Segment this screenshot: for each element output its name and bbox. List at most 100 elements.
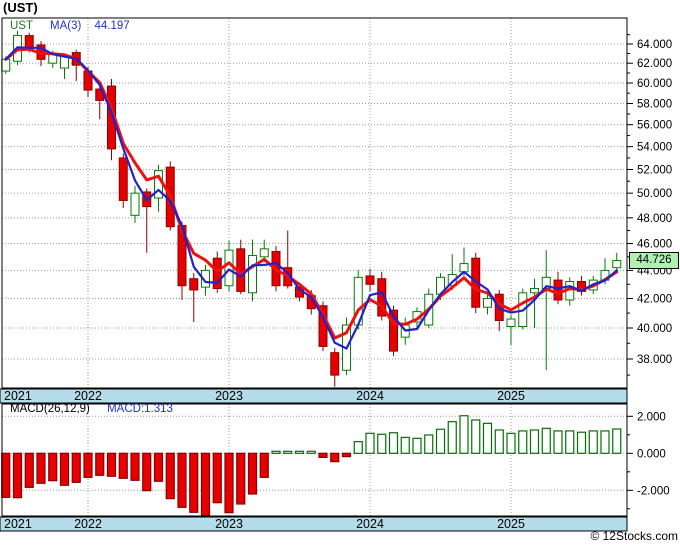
candle-body — [224, 249, 234, 287]
macd-bar — [177, 452, 187, 508]
macd-bar — [518, 430, 528, 454]
ma-value-label: 44.197 — [94, 20, 130, 32]
candle-body — [365, 275, 375, 285]
macd-bar — [294, 450, 305, 454]
candle-body — [330, 352, 340, 376]
macd-bar — [36, 452, 46, 484]
macd-bar — [12, 452, 23, 499]
candle-body — [506, 318, 516, 327]
macd-bar — [529, 429, 540, 454]
price-axis-label: 42.000 — [637, 294, 672, 306]
candle-body — [612, 260, 622, 269]
macd-bar — [494, 429, 504, 454]
year-label: 2021 — [4, 517, 32, 531]
macd-bar — [600, 430, 610, 454]
price-axis-label: 38.000 — [637, 354, 672, 366]
year-label: 2025 — [497, 517, 525, 531]
year-label: 2022 — [74, 389, 102, 403]
macd-bar — [130, 452, 140, 481]
macd-bar — [377, 433, 387, 454]
price-axis-label: 50.000 — [637, 188, 672, 200]
macd-bar — [95, 452, 105, 476]
macd-bar — [247, 452, 258, 495]
candle-body — [377, 278, 387, 317]
symbol-label: UST — [10, 20, 33, 32]
macd-bar — [283, 450, 293, 454]
price-legend: UST MA(3) 44.197 — [10, 20, 130, 32]
macd-bar — [236, 452, 246, 505]
macd-bar — [306, 450, 316, 454]
last-price-badge: 44.726 — [629, 252, 679, 269]
macd-axis-label: 2.000 — [637, 411, 666, 423]
macd-bar — [330, 452, 340, 463]
macd-bar — [612, 428, 622, 454]
macd-bar — [153, 452, 164, 482]
macd-bar — [482, 422, 493, 454]
macd-axis-label: 0.000 — [637, 448, 666, 460]
macd-bar — [189, 452, 199, 513]
year-label: 2025 — [497, 389, 525, 403]
candle-body — [530, 288, 539, 294]
macd-bar — [259, 452, 269, 478]
macd-plot-border — [1, 403, 628, 517]
year-label: 2021 — [4, 389, 32, 403]
page-title: (UST) — [3, 0, 38, 15]
macd-bar — [506, 432, 516, 454]
candle-body — [118, 157, 128, 201]
candle-body — [259, 248, 269, 258]
ma-period-label: MA(3) — [50, 20, 82, 32]
macd-bar — [459, 415, 469, 454]
candle-body — [201, 269, 210, 288]
candle-body — [1, 58, 11, 72]
macd-bar — [424, 434, 434, 454]
macd-bar — [83, 452, 93, 478]
macd-legend: MACD(26,12,9) MACD:1.313 — [10, 403, 173, 415]
macd-bar — [165, 452, 175, 500]
macd-bar — [365, 432, 375, 454]
macd-bar — [118, 452, 128, 479]
macd-bar — [565, 430, 575, 454]
macd-bar — [142, 452, 152, 492]
price-axis-label: 64.000 — [637, 39, 672, 51]
macd-bar — [588, 430, 598, 454]
macd-axis-label: -2.000 — [637, 485, 670, 497]
price-axis-label: 56.000 — [637, 120, 672, 132]
macd-bar — [388, 432, 399, 454]
price-axis-label: 58.000 — [637, 98, 672, 110]
macd-bar — [224, 452, 234, 514]
macd-bar — [353, 441, 363, 454]
macd-bar — [447, 421, 457, 454]
price-axis-label: 40.000 — [637, 323, 672, 335]
candle-body — [483, 298, 492, 308]
macd-bar — [435, 428, 446, 454]
macd-bar — [1, 452, 11, 498]
price-axis-label: 48.000 — [637, 213, 672, 225]
macd-bar — [48, 452, 58, 482]
macd-bar — [59, 452, 70, 486]
macd-bar — [71, 452, 81, 483]
year-label: 2022 — [74, 517, 102, 531]
macd-bar — [271, 450, 281, 454]
macd-bar — [106, 452, 117, 477]
price-axis-label: 60.000 — [637, 78, 672, 90]
year-label: 2023 — [215, 517, 243, 531]
copyright-label: © 12Stocks.com — [590, 529, 678, 543]
macd-bar — [412, 437, 422, 454]
price-axis-label: 46.000 — [637, 239, 672, 251]
year-label: 2023 — [215, 389, 243, 403]
macd-bar — [318, 452, 328, 458]
candle-body — [212, 257, 222, 290]
macd-bar — [576, 431, 587, 454]
candle-body — [248, 254, 257, 294]
macd-params-label: MACD(26,12,9) — [10, 403, 90, 415]
year-label: 2024 — [356, 517, 384, 531]
price-axis-label: 62.000 — [637, 58, 672, 70]
macd-bar — [24, 452, 34, 488]
macd-bar — [341, 452, 352, 458]
macd-bar — [553, 430, 563, 454]
price-axis-label: 52.000 — [637, 164, 672, 176]
candle-body — [189, 278, 199, 291]
macd-value-label: MACD:1.313 — [107, 403, 173, 415]
price-axis-label: 54.000 — [637, 142, 672, 154]
